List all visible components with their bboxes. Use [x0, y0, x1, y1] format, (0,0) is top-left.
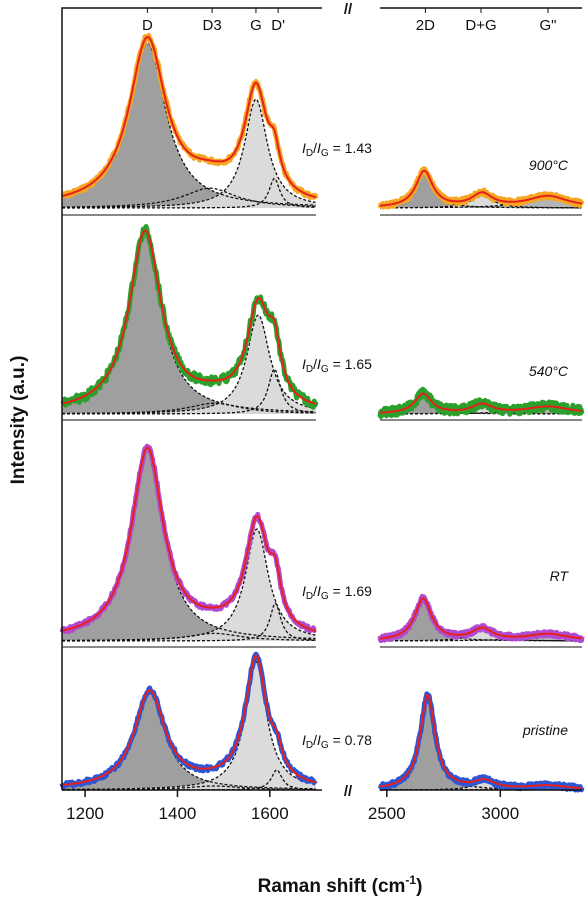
y-axis-title: Intensity (a.u.) — [8, 356, 29, 485]
peak-label-5: D+G — [465, 17, 496, 34]
band-dash-2-0-2 — [62, 528, 316, 642]
band-fill-2-0-0 — [62, 451, 316, 641]
band-fill-2-1-2 — [380, 634, 582, 641]
fit-line-2-1 — [379, 597, 582, 640]
left-frame — [61, 7, 322, 790]
x-tick-label-right-0: 2500 — [368, 804, 406, 823]
peak-label-3: D' — [271, 17, 285, 34]
x-tick-label-left-2: 1600 — [251, 804, 289, 823]
fit-line-1-1 — [380, 392, 583, 414]
band-fill-3-0-0 — [62, 692, 316, 790]
band-dash-1-1-2 — [380, 406, 582, 415]
ratio-label-1: ID/IG = 1.65 — [302, 356, 372, 375]
band-fill-2-1-1 — [380, 629, 582, 641]
band-dash-3-0-0 — [61, 692, 316, 790]
peak-label-1: D3 — [202, 17, 221, 34]
peak-label-0: D — [142, 17, 153, 34]
series-name-1: 540°C — [529, 363, 569, 379]
x-tick-label-right-1: 3000 — [481, 804, 519, 823]
band-fill-0-0-0 — [62, 43, 316, 208]
band-fill-3-1-1 — [380, 781, 582, 790]
band-fill-0-1-0 — [380, 171, 582, 208]
band-dash-0-0-1 — [62, 187, 316, 208]
band-fill-3-0-2 — [62, 661, 316, 790]
band-fill-0-1-2 — [380, 196, 582, 208]
band-dash-1-0-0 — [61, 233, 316, 413]
fit-line-3-1 — [379, 693, 582, 790]
band-dash-0-0-3 — [62, 177, 316, 209]
x-tick-label-left-0: 1200 — [66, 804, 104, 823]
axis-break-0: // — [344, 1, 353, 18]
fit-line-1-0 — [61, 229, 317, 405]
band-fill-2-0-2 — [62, 529, 316, 641]
fit-line-0-0 — [61, 35, 317, 199]
series-name-0: 900°C — [529, 157, 569, 173]
band-dash-0-1-2 — [379, 195, 582, 209]
band-dash-2-1-2 — [380, 633, 582, 642]
axis-break-1: // — [344, 783, 353, 800]
fit-line-0-1 — [380, 169, 583, 207]
ratio-label-2: ID/IG = 1.69 — [302, 583, 372, 602]
band-fill-1-0-0 — [62, 234, 316, 414]
band-dash-0-1-0 — [379, 171, 582, 209]
data-series-2-0 — [59, 443, 318, 635]
peak-label-2: G — [250, 17, 262, 34]
series-name-2: RT — [550, 568, 570, 584]
peak-label-4: 2D — [416, 17, 435, 34]
fit-line-2-0 — [61, 446, 317, 632]
band-dash-2-0-3 — [62, 601, 316, 642]
band-dash-2-0-0 — [61, 450, 316, 640]
series-name-3: pristine — [522, 722, 568, 738]
fit-line-3-0 — [61, 654, 317, 787]
band-fill-0-1-1 — [380, 194, 582, 208]
peak-label-6: G" — [539, 17, 556, 34]
band-fill-1-0-2 — [62, 315, 316, 414]
band-dash-1-0-2 — [62, 314, 316, 415]
band-fill-1-1-1 — [380, 405, 582, 414]
ratio-label-3: ID/IG = 0.78 — [302, 732, 372, 751]
x-tick-label-left-1: 1400 — [159, 804, 197, 823]
band-dash-3-0-2 — [62, 660, 316, 791]
ratio-label-0: ID/IG = 1.43 — [302, 140, 372, 159]
band-fill-0-0-2 — [62, 99, 316, 208]
x-axis-title: Raman shift (cm-1) — [258, 873, 423, 897]
band-dash-3-1-0 — [379, 694, 582, 791]
band-dash-0-0-2 — [62, 98, 316, 209]
band-dash-1-0-3 — [62, 368, 316, 415]
band-fill-2-1-0 — [380, 599, 582, 641]
band-fill-1-1-0 — [380, 394, 582, 414]
